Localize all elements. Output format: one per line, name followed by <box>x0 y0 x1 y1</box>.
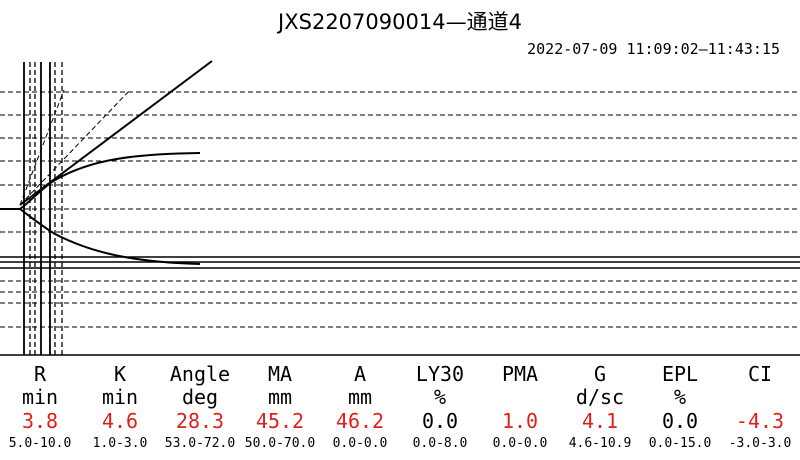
param-unit-row: min min deg mm mm% d/sc% <box>0 386 800 408</box>
time-marker-lines <box>23 62 63 355</box>
param-label-k: K <box>113 362 127 386</box>
param-unit-ci <box>720 386 800 408</box>
param-label-ma: MA <box>267 362 293 386</box>
param-range-row: 5.0-10.0 1.0-3.0 53.0-72.0 50.0-70.0 0.0-0.0… <box>0 434 800 454</box>
upper-trace <box>0 152 201 210</box>
param-range-angle: 53.0-72.0 <box>164 436 236 451</box>
param-unit-a: mm <box>347 385 373 409</box>
reference-lines <box>0 91 800 356</box>
param-range-pma: 0.0-0.0 <box>492 436 548 451</box>
param-unit-r: min <box>21 385 59 409</box>
param-value-ci: -4.3 <box>735 409 785 433</box>
param-unit-angle: deg <box>181 385 219 409</box>
param-value-a: 46.2 <box>335 409 385 433</box>
param-range-ma: 50.0-70.0 <box>244 436 316 451</box>
param-label-angle: Angle <box>169 362 231 386</box>
chart-title: JXS2207090014—通道4 <box>278 10 522 34</box>
param-range-g: 4.6-10.9 <box>568 436 632 451</box>
param-unit-ma: mm <box>267 385 293 409</box>
param-range-epl: 0.0-15.0 <box>648 436 712 451</box>
param-label-row: R K Angle MA A LY30 PMA G EPL CI <box>0 362 800 386</box>
param-value-pma: 1.0 <box>501 409 539 433</box>
param-label-g: G <box>593 362 607 386</box>
param-value-epl: 0.0 <box>661 409 699 433</box>
param-label-a: A <box>353 362 367 386</box>
param-value-ma: 45.2 <box>255 409 305 433</box>
param-unit-ly30: % <box>433 385 447 409</box>
param-label-ci: CI <box>747 362 773 386</box>
param-unit-k: min <box>101 385 139 409</box>
param-range-r: 5.0-10.0 <box>8 436 72 451</box>
param-value-k: 4.6 <box>101 409 139 433</box>
angle-tangent-dashed <box>19 89 131 206</box>
param-range-ci: -3.0-3.0 <box>728 436 792 451</box>
param-label-pma: PMA <box>501 362 539 386</box>
steep-tangent-dashed <box>19 89 65 206</box>
param-value-angle: 28.3 <box>175 409 225 433</box>
param-range-ly30: 0.0-8.0 <box>412 436 468 451</box>
param-unit-pma <box>480 386 560 408</box>
param-label-epl: EPL <box>661 362 699 386</box>
tracing-curves <box>0 152 201 265</box>
param-value-ly30: 0.0 <box>421 409 459 433</box>
param-label-ly30: LY30 <box>415 362 465 386</box>
parameter-table: R K Angle MA A LY30 PMA G EPL CI min min deg mm mm% d/… <box>0 362 800 454</box>
test-datetime: 2022-07-09 11:09:02—11:43:15 <box>527 40 780 58</box>
param-value-g: 4.1 <box>581 409 619 433</box>
param-value-r: 3.8 <box>21 409 59 433</box>
lower-trace <box>0 208 201 265</box>
param-unit-epl: % <box>673 385 687 409</box>
teg-trace-plot <box>0 60 800 356</box>
param-label-r: R <box>33 362 47 386</box>
param-range-k: 1.0-3.0 <box>92 436 148 451</box>
param-unit-g: d/sc <box>575 385 625 409</box>
param-value-row: 3.8 4.6 28.3 45.2 46.2 0.0 1.0 4.1 0.0 -4.3 <box>0 408 800 434</box>
param-range-a: 0.0-0.0 <box>332 436 388 451</box>
